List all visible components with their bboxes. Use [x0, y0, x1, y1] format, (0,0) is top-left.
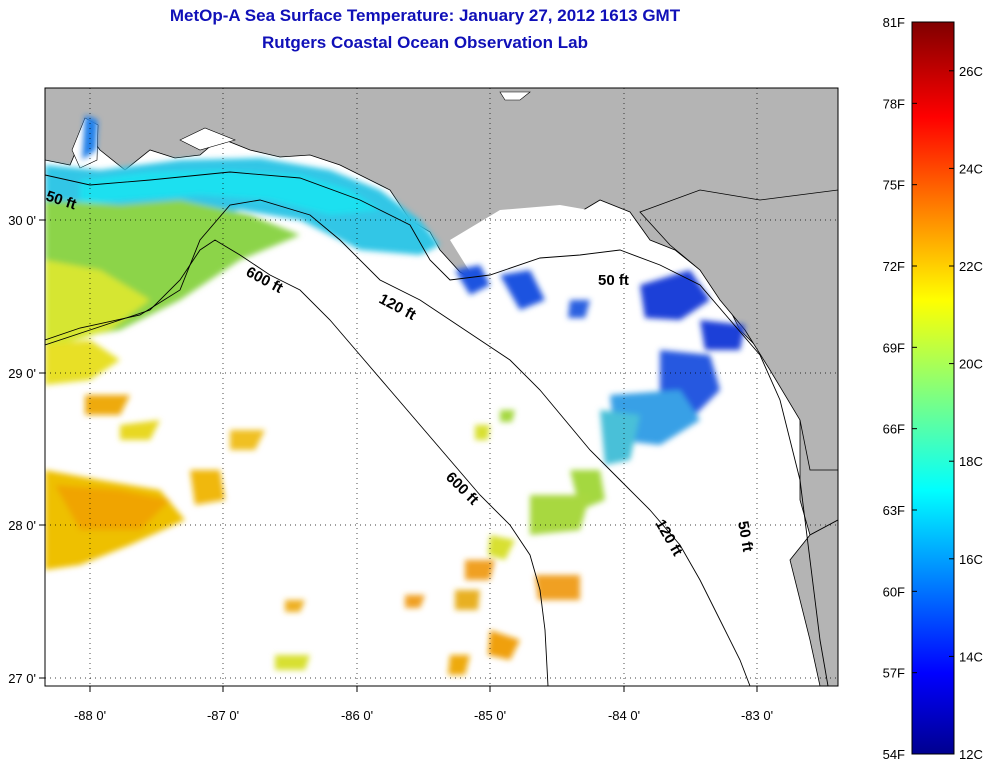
colorbar-fahrenheit-label: 69F	[883, 340, 905, 355]
sst-data-patches	[45, 115, 745, 675]
colorbar-fahrenheit-label: 81F	[883, 15, 905, 30]
lat-tick-label: 30 0'	[8, 213, 36, 228]
map-frame	[44, 87, 839, 687]
contour-120ft	[45, 199, 751, 686]
colorbar-celsius-label: 16C	[959, 552, 983, 567]
colorbar-fahrenheit-label: 57F	[883, 666, 905, 681]
lon-tick-label: -88 0'	[74, 708, 106, 723]
colorbar-fahrenheit-label: 63F	[883, 503, 905, 518]
contour-label: 50 ft	[598, 272, 629, 289]
colorbar-fahrenheit-label: 78F	[883, 96, 905, 111]
lon-tick-label: -83 0'	[741, 708, 773, 723]
colorbar-celsius-label: 20C	[959, 357, 983, 372]
colorbar-fahrenheit-label: 66F	[883, 422, 905, 437]
lat-tick-label: 27 0'	[8, 671, 36, 686]
colorbar-fahrenheit-label: 60F	[883, 584, 905, 599]
colorbar-celsius-label: 26C	[959, 64, 983, 79]
temperature-colorbar	[911, 21, 955, 755]
map-subtitle: Rutgers Coastal Ocean Observation Lab	[262, 33, 588, 52]
depth-contours	[45, 171, 829, 686]
lon-tick-label: -86 0'	[341, 708, 373, 723]
lat-tick-label: 29 0'	[8, 366, 36, 381]
colorbar-fahrenheit-label: 72F	[883, 259, 905, 274]
colorbar-celsius-label: 22C	[959, 259, 983, 274]
colorbar-celsius-label: 12C	[959, 747, 983, 762]
colorbar-fahrenheit-label: 54F	[883, 747, 905, 762]
lon-tick-label: -87 0'	[207, 708, 239, 723]
contour-600ft	[45, 239, 549, 686]
colorbar-fahrenheit-label: 75F	[883, 178, 905, 193]
colorbar-celsius-label: 24C	[959, 161, 983, 176]
colorbar-celsius-label: 14C	[959, 649, 983, 664]
lat-tick-label: 28 0'	[8, 518, 36, 533]
graticule	[45, 88, 838, 686]
lon-tick-label: -84 0'	[608, 708, 640, 723]
lon-tick-label: -85 0'	[474, 708, 506, 723]
colorbar-celsius-label: 18C	[959, 454, 983, 469]
map-title: MetOp-A Sea Surface Temperature: January…	[169, 6, 681, 25]
contour-label: 50 ft	[734, 520, 756, 553]
colorbar-gradient	[911, 21, 955, 755]
map-area: 50 ft 600 ft 120 ft 50 ft 600 ft 120 ft …	[45, 88, 838, 686]
axis-ticks	[39, 219, 758, 692]
contour-50ft	[45, 171, 829, 686]
